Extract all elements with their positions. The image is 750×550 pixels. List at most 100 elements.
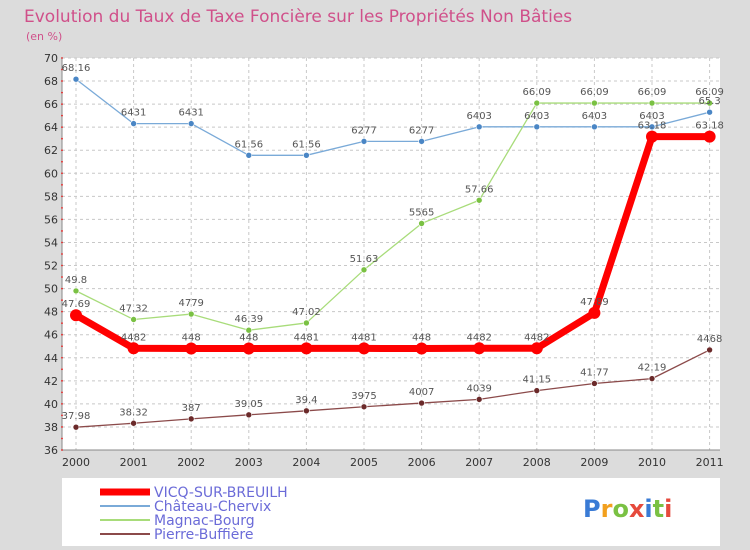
data-point (533, 123, 541, 131)
x-tick-label: 2005 (350, 456, 378, 469)
data-point (475, 396, 483, 403)
y-tick-label: 52 (44, 260, 58, 273)
x-tick-label: 2003 (235, 456, 263, 469)
y-minor-tick (61, 68, 63, 71)
y-tick-label: 66 (44, 98, 58, 111)
y-minor-tick (61, 195, 63, 198)
data-point (185, 342, 198, 355)
data-label: 387 (182, 403, 201, 414)
proxiti-logo: Proxiti (583, 495, 672, 523)
data-label: 39.05 (234, 399, 263, 410)
data-point (187, 415, 195, 423)
data-point (533, 99, 541, 107)
data-label: 61.56 (234, 139, 263, 150)
x-tick-label: 2009 (580, 456, 608, 469)
data-label: 6431 (178, 108, 203, 119)
data-point (591, 123, 598, 131)
data-label: 448 (182, 333, 201, 344)
logo-letter: i (664, 495, 672, 523)
y-minor-tick (61, 230, 63, 232)
y-minor-tick (61, 137, 63, 140)
y-tick-label: 54 (44, 236, 58, 249)
data-label: 51.63 (350, 254, 379, 265)
x-tick-label: 2001 (120, 456, 148, 469)
data-label: 65.3 (698, 96, 720, 107)
x-tick-label: 2000 (62, 456, 90, 469)
data-point (130, 316, 137, 323)
series-line (74, 133, 710, 353)
chart-title: Evolution du Taux de Taxe Foncière sur l… (24, 7, 572, 27)
x-tick-label: 2011 (696, 456, 724, 469)
chart-subtitle: (en %) (26, 30, 62, 43)
data-point (706, 346, 713, 354)
y-tick-label: 64 (44, 121, 58, 134)
data-label: 41.15 (522, 375, 551, 386)
data-point (706, 108, 713, 116)
data-label: 5565 (409, 207, 434, 218)
data-point (706, 99, 713, 107)
data-label: 66.09 (580, 87, 609, 98)
logo-letter: o (612, 495, 629, 523)
y-tick-label: 36 (44, 444, 58, 457)
y-minor-tick (61, 276, 63, 278)
data-point (703, 130, 716, 143)
data-point (245, 326, 253, 334)
y-tick-label: 70 (44, 52, 58, 65)
x-tick-label: 2007 (465, 456, 493, 469)
data-point (72, 423, 80, 431)
data-point (418, 399, 425, 407)
y-minor-tick (61, 103, 63, 106)
data-point (646, 130, 658, 143)
plot-area (62, 58, 720, 450)
y-minor-tick (61, 114, 63, 117)
y-minor-tick (61, 333, 63, 336)
data-label: 38.32 (119, 407, 148, 418)
series-line (75, 102, 710, 331)
data-label: 57.66 (465, 184, 494, 195)
data-label: 68.16 (62, 63, 91, 74)
legend: VICQ-SUR-BREUILHChâteau-ChervixMagnac-Bo… (100, 485, 288, 543)
data-label: 4481 (294, 332, 319, 343)
legend-entry: Magnac-Bourg (154, 513, 255, 529)
data-label: 6403 (466, 111, 491, 122)
y-minor-tick (61, 80, 63, 82)
series-line (75, 349, 710, 428)
y-minor-tick (61, 437, 63, 440)
data-label: 448 (239, 333, 258, 344)
data-point (130, 419, 137, 427)
y-minor-tick (61, 160, 63, 163)
data-label: 47.02 (292, 307, 321, 318)
y-minor-tick (61, 91, 63, 94)
data-point (360, 403, 368, 411)
y-tick-label: 44 (44, 352, 58, 365)
y-tick-label: 42 (44, 375, 58, 388)
legend-box (62, 478, 720, 546)
data-label: 4007 (409, 387, 434, 398)
series-layer (70, 75, 716, 431)
data-point (300, 342, 313, 355)
x-tick-label: 2004 (292, 456, 320, 469)
data-label: 4468 (697, 334, 722, 345)
y-tick-label: 58 (44, 190, 58, 203)
data-label: 39.4 (295, 395, 317, 406)
data-point (473, 342, 486, 355)
data-label: 4482 (524, 332, 549, 343)
data-point (591, 99, 598, 107)
data-point (245, 411, 253, 419)
series-line (75, 78, 710, 156)
data-label: 4482 (121, 332, 146, 343)
legend-entry: Château-Chervix (154, 499, 271, 515)
data-point (303, 407, 310, 415)
data-point (360, 138, 368, 145)
y-minor-tick (61, 299, 63, 302)
data-point (475, 123, 483, 131)
data-point (530, 342, 543, 355)
data-label: 49.8 (65, 275, 87, 286)
data-label: 63.18 (638, 121, 667, 132)
data-point (591, 380, 598, 387)
logo-letter: P (583, 495, 601, 523)
data-label: 61.56 (292, 139, 321, 150)
data-point (242, 342, 255, 355)
y-minor-tick (61, 172, 63, 175)
logo-letter: r (601, 495, 613, 523)
